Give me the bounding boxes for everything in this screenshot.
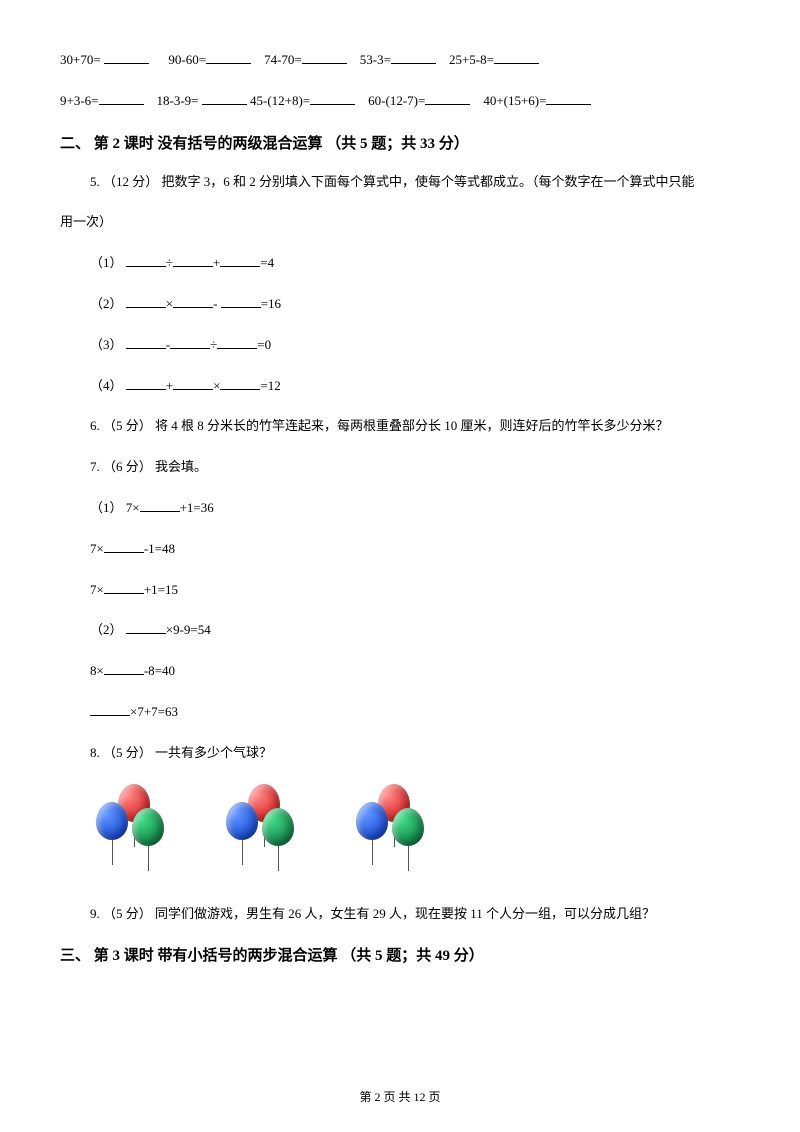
label: （1） 7× xyxy=(90,500,140,515)
q5-s2: （2） × - =16 xyxy=(90,294,740,315)
equation-row-2: 9+3-6= 18-3-9= 45-(12+8)= 60-(12-7)= 40+… xyxy=(60,91,740,112)
result: =0 xyxy=(257,337,271,352)
label: （2） xyxy=(90,622,126,637)
blank[interactable] xyxy=(310,91,355,105)
q7-s2: 7× -1=48 xyxy=(90,539,740,560)
eq: 30+70= xyxy=(60,52,101,67)
q5-text: 5. （12 分） 把数字 3，6 和 2 分别填入下面每个算式中，使每个等式都… xyxy=(90,174,695,189)
result: +1=15 xyxy=(144,582,178,597)
balloon-illustration xyxy=(90,784,740,879)
page-footer: 第 2 页 共 12 页 xyxy=(0,1088,800,1107)
blank[interactable] xyxy=(202,91,247,105)
eq: 40+(15+6)= xyxy=(483,93,546,108)
blank[interactable] xyxy=(104,539,144,553)
q6: 6. （5 分） 将 4 根 8 分米长的竹竿连起来，每两根重叠部分长 10 厘… xyxy=(90,416,740,437)
q5-head2: 用一次） xyxy=(60,212,740,233)
label: （1） xyxy=(90,255,126,270)
blank[interactable] xyxy=(221,294,261,308)
q9: 9. （5 分） 同学们做游戏，男生有 26 人，女生有 29 人，现在要按 1… xyxy=(90,904,740,925)
op: + xyxy=(213,255,220,270)
section-2-title: 二、 第 2 课时 没有括号的两级混合运算 （共 5 题；共 33 分） xyxy=(60,132,740,156)
blank[interactable] xyxy=(173,376,213,390)
blank[interactable] xyxy=(90,702,130,716)
result: =16 xyxy=(261,296,281,311)
label: 7× xyxy=(90,582,104,597)
label: （3） xyxy=(90,337,126,352)
blank[interactable] xyxy=(217,335,257,349)
balloon-green-icon xyxy=(392,808,424,846)
op: × xyxy=(166,296,173,311)
label: （4） xyxy=(90,378,126,393)
blank[interactable] xyxy=(546,91,591,105)
blank[interactable] xyxy=(126,376,166,390)
q7-s4: （2） ×9-9=54 xyxy=(90,620,740,641)
blank[interactable] xyxy=(104,50,149,64)
label: （2） xyxy=(90,296,126,311)
blank[interactable] xyxy=(425,91,470,105)
balloon-blue-icon xyxy=(356,802,388,840)
q5-s1: （1） ÷ + =4 xyxy=(90,253,740,274)
result: -1=48 xyxy=(144,541,175,556)
blank[interactable] xyxy=(140,498,180,512)
q8: 8. （5 分） 一共有多少个气球？ xyxy=(90,743,740,764)
eq: 9+3-6= xyxy=(60,93,99,108)
op: + xyxy=(166,378,173,393)
balloon-group xyxy=(90,784,190,879)
section-3-title: 三、 第 3 课时 带有小括号的两步混合运算 （共 5 题；共 49 分） xyxy=(60,944,740,968)
label: 8× xyxy=(90,663,104,678)
blank[interactable] xyxy=(206,50,251,64)
blank[interactable] xyxy=(220,376,260,390)
q5-head: 5. （12 分） 把数字 3，6 和 2 分别填入下面每个算式中，使每个等式都… xyxy=(90,172,740,193)
equation-row-1: 30+70= 90-60= 74-70= 53-3= 25+5-8= xyxy=(60,50,740,71)
blank[interactable] xyxy=(104,580,144,594)
blank[interactable] xyxy=(99,91,144,105)
op: × xyxy=(213,378,220,393)
balloon-green-icon xyxy=(262,808,294,846)
q7-s3: 7× +1=15 xyxy=(90,580,740,601)
blank[interactable] xyxy=(104,661,144,675)
result: ×7+7=63 xyxy=(130,704,178,719)
balloon-blue-icon xyxy=(226,802,258,840)
blank[interactable] xyxy=(391,50,436,64)
eq: 18-3-9= xyxy=(157,93,199,108)
eq: 74-70= xyxy=(264,52,302,67)
balloon-group xyxy=(220,784,320,879)
label: 7× xyxy=(90,541,104,556)
balloon-group xyxy=(350,784,450,879)
result: ×9-9=54 xyxy=(166,622,211,637)
blank[interactable] xyxy=(173,294,213,308)
q7-s1: （1） 7× +1=36 xyxy=(90,498,740,519)
result: =4 xyxy=(260,255,274,270)
eq: 25+5-8= xyxy=(449,52,494,67)
balloon-blue-icon xyxy=(96,802,128,840)
q5-s3: （3） -÷=0 xyxy=(90,335,740,356)
q7-head: 7. （6 分） 我会填。 xyxy=(90,457,740,478)
balloon-green-icon xyxy=(132,808,164,846)
eq: 53-3= xyxy=(360,52,391,67)
blank[interactable] xyxy=(220,253,260,267)
q7-s5: 8× -8=40 xyxy=(90,661,740,682)
result: +1=36 xyxy=(180,500,214,515)
blank[interactable] xyxy=(126,335,166,349)
blank[interactable] xyxy=(173,253,213,267)
result: =12 xyxy=(260,378,280,393)
blank[interactable] xyxy=(126,620,166,634)
blank[interactable] xyxy=(126,294,166,308)
blank[interactable] xyxy=(494,50,539,64)
eq: 90-60= xyxy=(168,52,206,67)
q7-s6: ×7+7=63 xyxy=(90,702,740,723)
blank[interactable] xyxy=(302,50,347,64)
q5-s4: （4） + × =12 xyxy=(90,376,740,397)
op: - xyxy=(213,296,217,311)
eq: 45-(12+8)= xyxy=(250,93,310,108)
eq: 60-(12-7)= xyxy=(368,93,425,108)
op: ÷ xyxy=(166,255,173,270)
blank[interactable] xyxy=(170,335,210,349)
op: ÷ xyxy=(210,337,217,352)
blank[interactable] xyxy=(126,253,166,267)
result: -8=40 xyxy=(144,663,175,678)
